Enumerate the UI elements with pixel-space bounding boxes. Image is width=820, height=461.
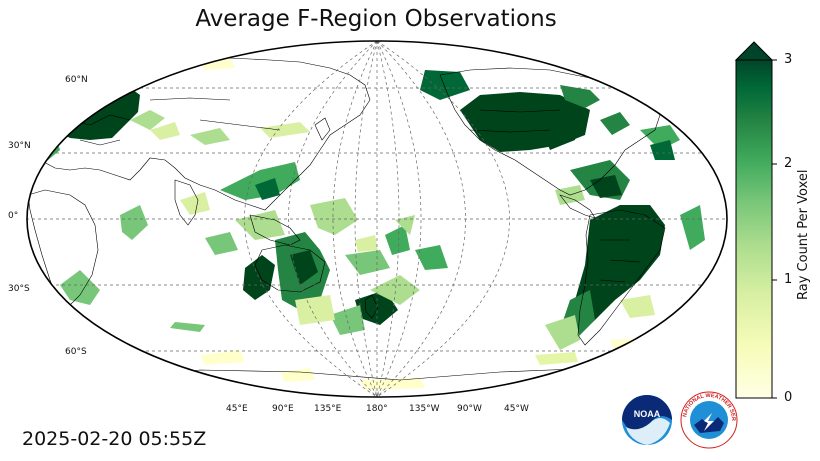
- lat-label-30n: 30°N: [8, 141, 31, 151]
- lon-label-45w: 45°W: [504, 404, 529, 414]
- lon-label-135e: 135°E: [314, 404, 342, 414]
- lon-label-135w: 135°W: [409, 404, 440, 414]
- noaa-logo: NOAA: [621, 394, 673, 446]
- colorbar-title: Ray Count Per Voxel: [796, 169, 811, 300]
- colorbar-tick-1: 1: [784, 272, 793, 287]
- lon-label-90w: 90°W: [457, 404, 482, 414]
- lat-label-equator: 0°: [8, 211, 19, 221]
- lon-label-90e: 90°E: [272, 404, 294, 414]
- timestamp: 2025-02-20 05:55Z: [22, 428, 207, 450]
- colorbar-tick-3: 3: [784, 52, 793, 67]
- colorbar: [734, 41, 777, 399]
- nws-logo: NATIONAL WEATHER SERVICE: [680, 391, 738, 449]
- lon-label-45e: 45°E: [226, 404, 248, 414]
- colorbar-tick-2: 2: [784, 156, 793, 171]
- lat-label-60n: 60°N: [65, 75, 88, 85]
- lat-label-30s: 30°S: [8, 284, 30, 294]
- lon-label-180: 180°: [366, 404, 388, 414]
- noaa-logo-text: NOAA: [634, 409, 661, 419]
- map-title: Average F-Region Observations: [195, 6, 557, 32]
- colorbar-tick-0: 0: [784, 390, 793, 405]
- lat-label-60s: 60°S: [65, 347, 87, 357]
- observation-density-layer: [40, 55, 705, 390]
- globe-outline: [26, 40, 728, 398]
